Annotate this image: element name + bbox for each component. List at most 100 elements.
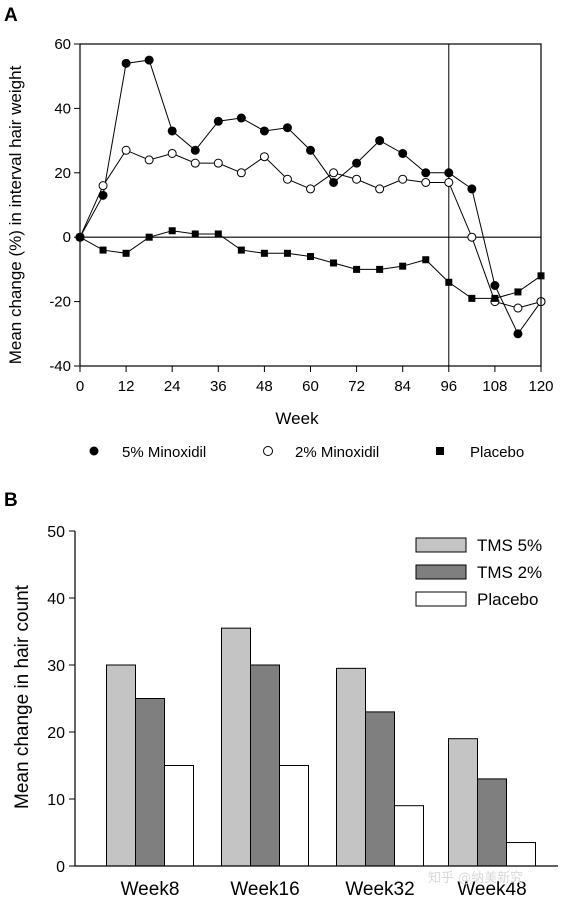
legend-label: 2% Minoxidil: [295, 444, 379, 461]
legend-label: 5% Minoxidil: [122, 444, 206, 461]
x-tick-label: 84: [394, 378, 411, 395]
y-tick-label: 60: [54, 36, 71, 53]
series-1-point: [329, 177, 339, 187]
bar-week32-series-1: [336, 667, 366, 867]
legend-label: Placebo: [470, 444, 524, 461]
series-1-point: [144, 55, 154, 65]
series-1-point: [121, 58, 131, 68]
panel-b-x-ticks: Week8 Week16 Week32 Week48: [121, 879, 527, 900]
legend-marker-placebo: [436, 447, 444, 455]
series-2-point: [121, 145, 131, 155]
series-3-point: [122, 249, 130, 257]
panel-a-y-ticks: -40 -20 0 20 40 60: [49, 36, 80, 375]
series-2-point: [513, 303, 523, 313]
series-line-2: [79, 149, 542, 309]
panel-a-series: [75, 55, 546, 339]
series-2-point: [190, 158, 200, 168]
bar-week48-series-1: [448, 738, 478, 867]
panel-b-label: B: [4, 490, 18, 511]
panel-a-axes: [79, 43, 542, 367]
legend-label: TMS 2%: [477, 563, 542, 582]
x-tick-label: 96: [440, 378, 457, 395]
bar-week16-series-1: [221, 627, 251, 867]
bar-week8-series-1: [106, 664, 136, 867]
series-3-point: [145, 233, 153, 241]
series-3-point: [399, 262, 407, 270]
category-label: Week16: [230, 879, 299, 900]
series-2-point: [444, 177, 454, 187]
y-tick-label: 0: [56, 859, 65, 876]
series-2-point: [282, 174, 292, 184]
series-3-point: [445, 278, 453, 286]
bar-week8-series-2: [135, 698, 165, 867]
series-2-point: [259, 152, 269, 162]
x-tick-label: 36: [210, 378, 227, 395]
series-1-point: [375, 136, 385, 146]
panel-b-axes: [74, 531, 558, 867]
series-2-point: [98, 181, 108, 191]
x-tick-label: 48: [256, 378, 273, 395]
series-2-point: [236, 168, 246, 178]
series-2-point: [467, 232, 477, 242]
x-tick-label: 24: [164, 378, 181, 395]
series-1-point: [306, 145, 315, 155]
x-tick-label: 108: [482, 378, 507, 395]
panel-b: B 0 10 20 30 40 50 Week8 Week16 Week32 Week48 Me…: [4, 490, 558, 900]
panel-a-reference-lines: [80, 44, 541, 366]
y-tick-label: 20: [54, 165, 71, 182]
series-2-point: [352, 174, 362, 184]
x-tick-label: 60: [302, 378, 319, 395]
panel-a-plot-frame: [79, 43, 542, 367]
x-tick-label: 120: [528, 378, 553, 395]
y-tick-label: 50: [47, 524, 65, 541]
watermark-text: 知乎 @纳美新究: [428, 870, 523, 886]
category-label: Week48: [457, 879, 526, 900]
panel-a-x-ticks: 0 12 24 36 48 60 72 84 96 108 120: [76, 366, 554, 395]
series-3-point: [191, 230, 199, 238]
series-3-point: [99, 246, 107, 254]
series-1-point: [282, 123, 292, 133]
series-2-point: [167, 148, 177, 158]
panel-b-y-axis-title: Mean change in hair count: [12, 584, 33, 809]
legend-label: Placebo: [477, 590, 538, 609]
y-tick-label: 30: [47, 658, 65, 675]
legend-swatch-3: [415, 591, 467, 607]
series-3-point: [330, 259, 338, 267]
series-1-point: [467, 184, 477, 194]
series-2-point: [398, 174, 408, 184]
series-line-1: [79, 59, 542, 335]
panel-a-legend: 5% Minoxidil 2% Minoxidil Placebo: [89, 444, 524, 461]
y-tick-label: 0: [63, 229, 71, 246]
series-2-point: [375, 184, 385, 194]
series-3-point: [376, 265, 384, 273]
x-tick-label: 0: [76, 378, 84, 395]
bar-week48-series-2: [477, 778, 507, 867]
panel-b-legend: TMS 5% TMS 2% Placebo: [415, 536, 542, 609]
legend-swatch-1: [415, 537, 467, 553]
y-tick-label: -20: [49, 294, 71, 311]
bar-week16-series-3: [279, 765, 309, 867]
series-1-point: [513, 329, 523, 339]
series-3-point: [468, 294, 476, 302]
y-tick-label: -40: [49, 358, 71, 375]
y-tick-label: 40: [54, 100, 71, 117]
series-1-point: [352, 158, 362, 168]
bar-week8-series-3: [164, 765, 194, 867]
series-1-point: [236, 113, 246, 123]
series-3-point: [283, 249, 291, 257]
series-2-point: [329, 168, 339, 178]
bar-week32-series-3: [394, 805, 424, 867]
category-label: Week8: [121, 879, 180, 900]
panel-a-y-axis-title: Mean change (%) in interval hair weight: [6, 65, 25, 364]
series-3-point: [260, 249, 268, 257]
panel-b-bars: [106, 627, 536, 867]
series-3-point: [307, 253, 314, 261]
series-3-point: [168, 227, 176, 235]
series-1-point: [421, 168, 431, 178]
series-3-point: [491, 294, 499, 302]
bar-week32-series-2: [365, 711, 395, 867]
legend-marker-2-minoxidil: [263, 446, 273, 456]
series-2-point: [144, 155, 154, 165]
